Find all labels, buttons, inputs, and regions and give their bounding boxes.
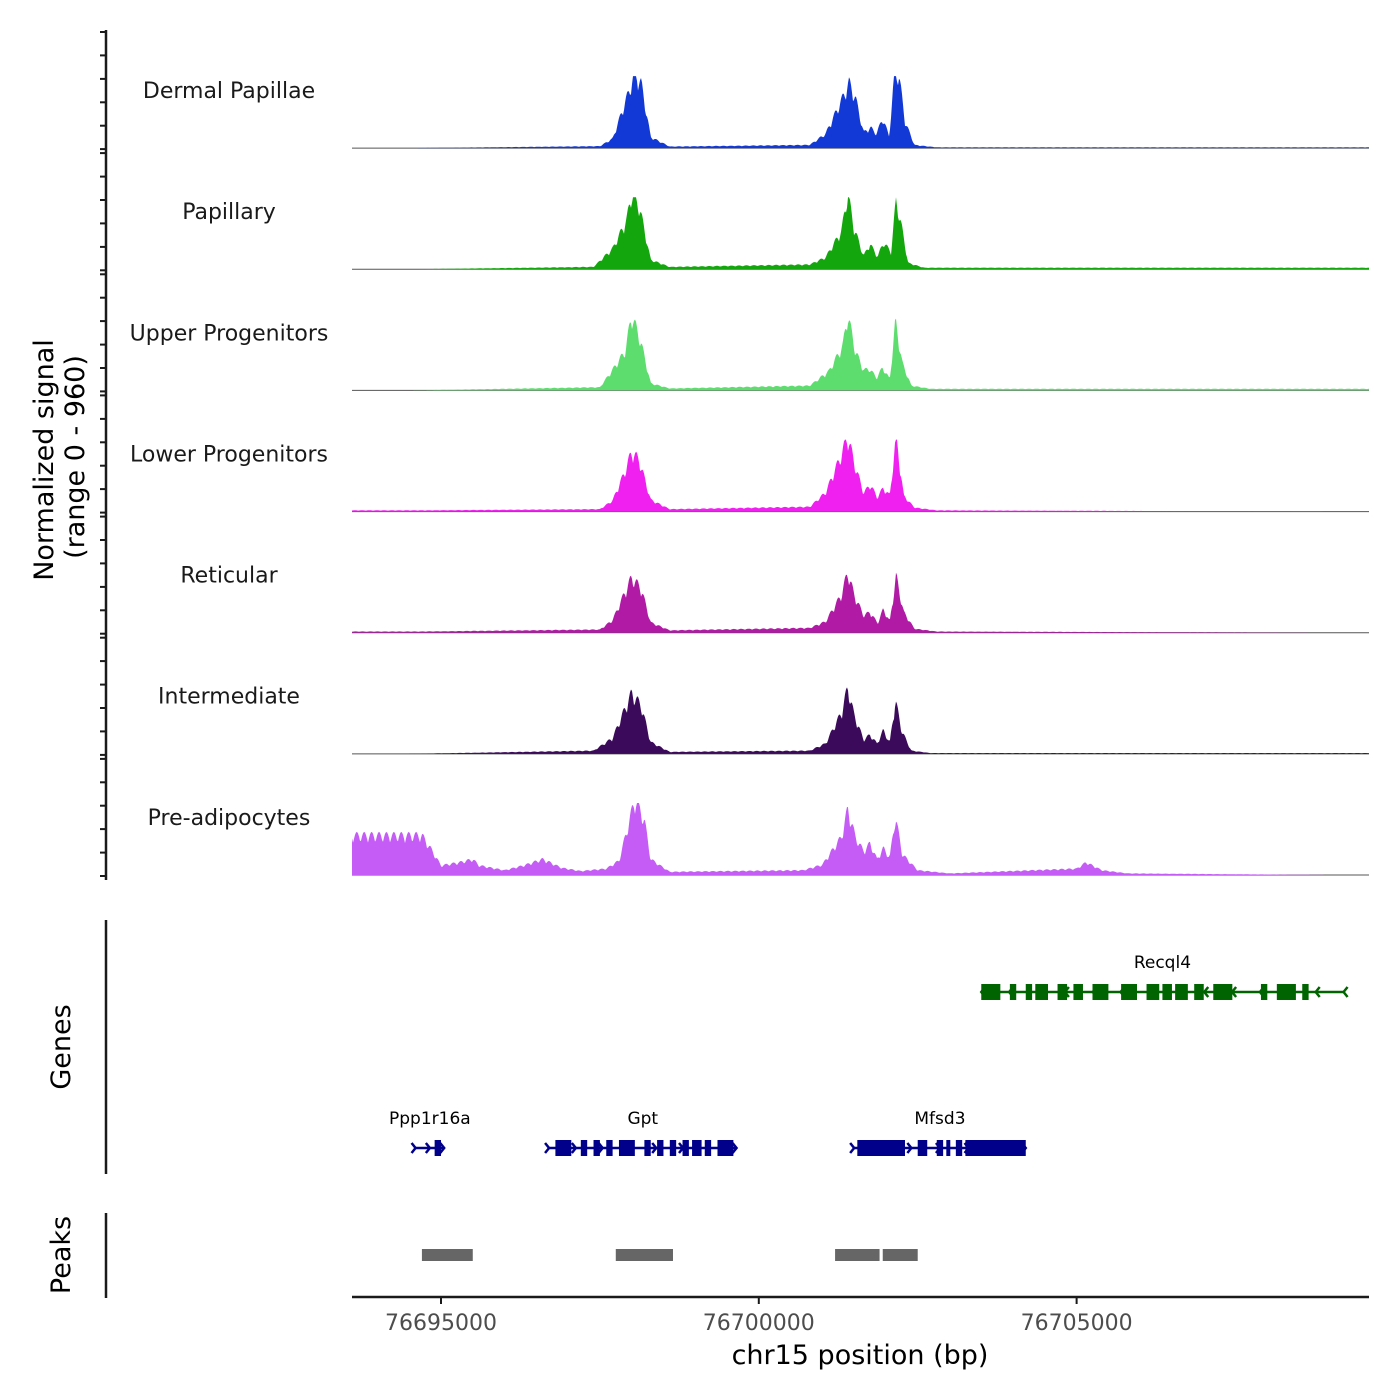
gene-exon — [593, 1140, 600, 1156]
gene-exon — [704, 1140, 712, 1156]
gene-exon — [1194, 984, 1204, 1000]
track-reticular: Reticular — [180, 564, 1369, 634]
track-lower-progenitors: Lower Progenitors — [130, 439, 1369, 513]
coverage-area-upper-progenitors — [352, 318, 1369, 391]
gene-exon — [580, 1140, 588, 1156]
track-dermal-papillae: Dermal Papillae — [143, 76, 1369, 149]
peaks-y-axis-title: Peaks — [46, 1216, 77, 1294]
track-label: Pre-adipocytes — [148, 806, 311, 831]
gene-exon — [1057, 984, 1068, 1000]
peak-region — [882, 1249, 918, 1261]
strand-arrow — [424, 1142, 432, 1154]
strand-arrow — [906, 1142, 913, 1154]
strand-arrow — [651, 1142, 658, 1154]
strand-arrow — [570, 1142, 578, 1154]
gene-exon — [1025, 984, 1033, 1000]
gene-exon — [1213, 984, 1233, 1000]
peak-region — [421, 1249, 473, 1261]
gene-exon — [1276, 984, 1296, 1000]
gene-exon — [1146, 984, 1160, 1000]
track-intermediate: Intermediate — [158, 685, 1369, 755]
strand-arrow — [1314, 986, 1321, 998]
coverage-area-lower-progenitors — [352, 439, 1369, 512]
gene-label: Gpt — [627, 1109, 658, 1129]
track-upper-progenitors: Upper Progenitors — [130, 318, 1369, 391]
gene-exon — [936, 1140, 944, 1156]
strand-arrow — [1341, 986, 1349, 998]
track-label: Papillary — [182, 200, 276, 225]
gene-label: Ppp1r16a — [389, 1109, 471, 1129]
x-tick-label: 76700000 — [703, 1311, 815, 1336]
gene-exon — [1260, 984, 1268, 1000]
track-label: Reticular — [180, 564, 278, 589]
track-pre-adipocytes: Pre-adipocytes — [148, 803, 1369, 876]
gene-exon — [618, 1140, 635, 1156]
signal-y-axis-title-line1: Normalized signal — [29, 339, 60, 581]
coverage-tracks: Dermal Papillae Papillary Upper Progenitor… — [130, 76, 1369, 876]
gene-exon — [434, 1140, 441, 1156]
genes-track: Recql4 Ppp1r16a Gpt Mfsd3 — [389, 953, 1349, 1156]
gene-exon — [1035, 984, 1049, 1000]
gene-exon — [692, 1140, 702, 1156]
peak-region — [835, 1249, 880, 1261]
coverage-area-reticular — [352, 572, 1369, 633]
gene-exon — [857, 1140, 905, 1156]
strand-arrow — [410, 1142, 418, 1154]
strand-arrow — [849, 1142, 856, 1154]
gene-exon — [682, 1140, 689, 1156]
gene-exon — [1121, 984, 1137, 1000]
gene-exon — [1073, 984, 1083, 1000]
track-label: Upper Progenitors — [130, 321, 329, 346]
strand-arrow — [544, 1142, 551, 1154]
track-label: Intermediate — [158, 685, 300, 710]
gene-exon — [965, 1140, 1026, 1156]
peaks-track — [421, 1249, 918, 1261]
gene-exon — [606, 1140, 613, 1156]
gene-exon — [657, 1140, 664, 1156]
track-label: Lower Progenitors — [130, 442, 328, 467]
x-axis-ticks: 76695000 76700000 76705000 — [385, 1297, 1133, 1336]
x-tick-label: 76695000 — [385, 1311, 497, 1336]
genes-y-axis-title: Genes — [46, 1004, 77, 1089]
coverage-area-papillary — [352, 197, 1369, 270]
gene-exon — [1092, 984, 1109, 1000]
gene-label: Mfsd3 — [914, 1109, 965, 1129]
gene-exon — [669, 1140, 677, 1156]
gene-gpt: Gpt — [544, 1109, 739, 1156]
strand-arrow — [1202, 986, 1210, 998]
gene-ppp1r16a: Ppp1r16a — [389, 1109, 471, 1156]
strand-arrow — [439, 1142, 446, 1154]
strand-arrow — [731, 1142, 739, 1154]
coverage-area-pre-adipocytes — [352, 803, 1369, 875]
gene-exon — [717, 1140, 734, 1156]
coverage-area-intermediate — [352, 687, 1369, 754]
peak-region — [615, 1249, 673, 1261]
gene-exon — [917, 1140, 928, 1156]
x-tick-label: 76705000 — [1021, 1311, 1133, 1336]
gene-recql4: Recql4 — [979, 953, 1349, 1000]
gene-exon — [946, 1140, 951, 1156]
gene-exon — [1009, 984, 1017, 1000]
x-axis-title: chr15 position (bp) — [732, 1340, 989, 1371]
gene-exon — [981, 984, 1001, 1000]
signal-y-axis — [100, 30, 108, 880]
signal-y-ticks — [100, 31, 106, 877]
gene-exon — [1162, 984, 1172, 1000]
gene-exon — [644, 1140, 651, 1156]
track-papillary: Papillary — [182, 197, 1369, 270]
signal-y-axis-title-line2: (range 0 - 960) — [60, 355, 91, 559]
strand-arrow — [597, 1142, 605, 1154]
coverage-area-dermal-papillae — [352, 76, 1369, 149]
gene-exon — [955, 1140, 963, 1156]
gene-label: Recql4 — [1134, 953, 1191, 973]
gene-exon — [1175, 984, 1188, 1000]
track-label: Dermal Papillae — [143, 79, 315, 104]
gene-exon — [1302, 984, 1309, 1000]
gene-exon — [555, 1140, 572, 1156]
gene-mfsd3: Mfsd3 — [849, 1109, 1028, 1156]
